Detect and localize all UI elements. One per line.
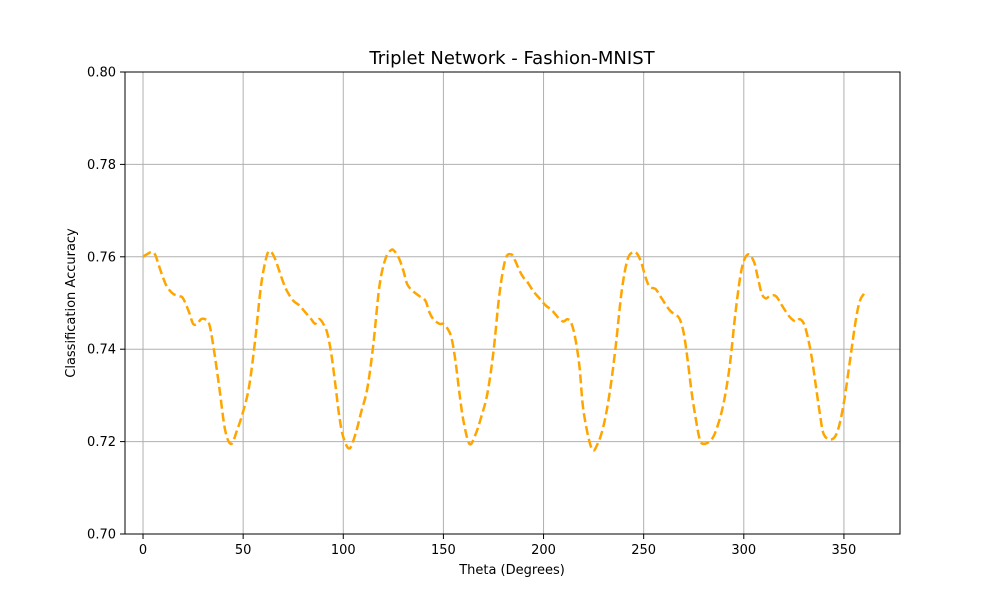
x-axis-label: Theta (Degrees) [458,563,565,578]
x-tick-label: 50 [235,543,252,558]
y-tick-label: 0.72 [87,435,116,450]
y-axis-ticks: 0.70 0.72 0.74 0.76 0.78 0.80 [87,66,125,543]
plot-frame [124,71,901,535]
x-tick-label: 100 [331,543,356,558]
y-tick-label: 0.76 [87,250,116,265]
x-tick-label: 150 [431,543,456,558]
series-line [142,248,866,452]
chart-title: Triplet Network - Fashion-MNIST [368,48,655,69]
x-tick-label: 250 [631,543,656,558]
y-tick-label: 0.80 [87,66,116,81]
x-tick-label: 200 [531,543,556,558]
series-group [142,248,866,452]
y-axis-label: Classification Accuracy [64,228,79,378]
y-tick-label: 0.70 [87,528,116,543]
x-tick-label: 350 [832,543,857,558]
y-tick-label: 0.78 [87,158,116,173]
x-tick-label: 0 [139,543,147,558]
x-axis-ticks: 0 50 100 150 200 250 300 350 [139,534,856,558]
x-tick-label: 300 [731,543,756,558]
y-tick-label: 0.74 [87,343,116,358]
